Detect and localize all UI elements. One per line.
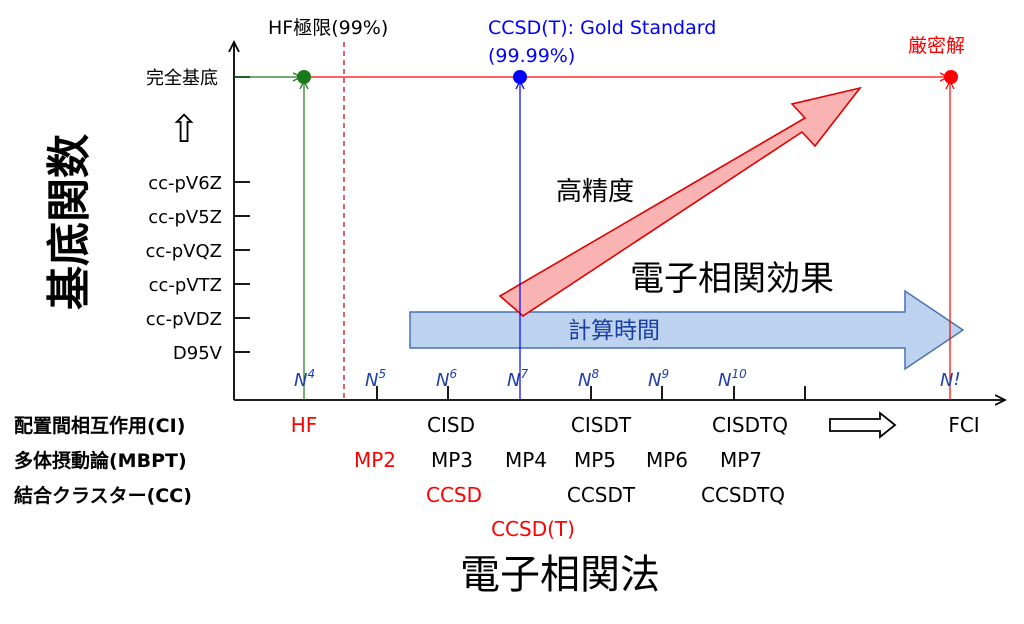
- method-mp4: MP4: [505, 448, 547, 472]
- method-cisdtq: CISDTQ: [712, 413, 788, 437]
- correlation-effect-label: 電子相関効果: [630, 259, 834, 299]
- scaling-n8: N8: [578, 367, 599, 391]
- scaling-n6: N6: [436, 367, 457, 391]
- x-axis-ticks: [376, 386, 806, 400]
- exact-solution-point: [944, 70, 958, 84]
- method-mp3: MP3: [431, 448, 473, 472]
- scaling-n4: N4: [294, 367, 315, 391]
- basis-label-d95v: D95V: [173, 343, 223, 364]
- scaling-n10: N10: [718, 367, 747, 391]
- x-axis-title: 電子相関法: [460, 552, 660, 598]
- scaling-nfactorial: N!: [940, 369, 961, 391]
- basis-label-cc-pvtz: cc-pVTZ: [149, 275, 222, 296]
- method-cisdt: CISDT: [571, 413, 632, 437]
- method-mp6: MP6: [646, 448, 688, 472]
- method-cisd: CISD: [427, 413, 475, 437]
- method-ccsd: CCSD: [426, 483, 482, 507]
- method-ccsdtq: CCSDTQ: [701, 483, 785, 507]
- method-ccsdt: CCSDT: [567, 483, 636, 507]
- computation-time-arrow: [409, 289, 965, 371]
- gold-standard-point: [513, 70, 527, 84]
- y-axis-title: 基底関数: [44, 134, 95, 310]
- scaling-n5: N5: [365, 367, 386, 391]
- basis-label-cc-pv6z: cc-pV6Z: [148, 173, 222, 194]
- scaling-n9: N9: [648, 367, 669, 391]
- method-mp2: MP2: [354, 448, 396, 472]
- method-ccsd-t: CCSD(T): [491, 517, 575, 541]
- row-label-cc: 結合クラスター(CC): [14, 484, 192, 507]
- method-mp5: MP5: [574, 448, 616, 472]
- hf-limit-label: HF極限(99%): [268, 17, 388, 39]
- basis-label-cc-pvdz: cc-pVDZ: [146, 309, 222, 330]
- method-fci: FCI: [948, 413, 979, 437]
- accuracy-label: 高精度: [556, 177, 634, 207]
- y-axis-ticks: [234, 76, 250, 353]
- method-mp7: MP7: [720, 448, 762, 472]
- gold-standard-label-line1: CCSD(T): Gold Standard: [488, 17, 716, 39]
- row-label-mbpt: 多体摂動論(MBPT): [14, 449, 187, 472]
- scaling-n7: N7: [507, 367, 528, 391]
- ci-to-fci-arrow: [829, 411, 897, 439]
- gold-standard-label-line2: (99.99%): [488, 45, 575, 67]
- complete-basis-label: 完全基底: [146, 68, 218, 89]
- basis-label-cc-pv5z: cc-pV5Z: [148, 207, 222, 228]
- row-label-ci: 配置間相互作用(CI): [14, 414, 185, 437]
- exact-solution-label: 厳密解: [908, 35, 965, 57]
- basis-label-cc-pvqz: cc-pVQZ: [145, 241, 222, 262]
- computation-time-label: 計算時間: [568, 318, 660, 344]
- scaling-labels: N4 N5 N6 N7 N8 N9 N10 N!: [294, 367, 961, 391]
- method-hf: HF: [291, 413, 318, 437]
- accuracy-arrow: [498, 86, 863, 318]
- hf-limit-point: [297, 70, 311, 84]
- basis-up-arrow-icon: ⇧: [168, 107, 200, 151]
